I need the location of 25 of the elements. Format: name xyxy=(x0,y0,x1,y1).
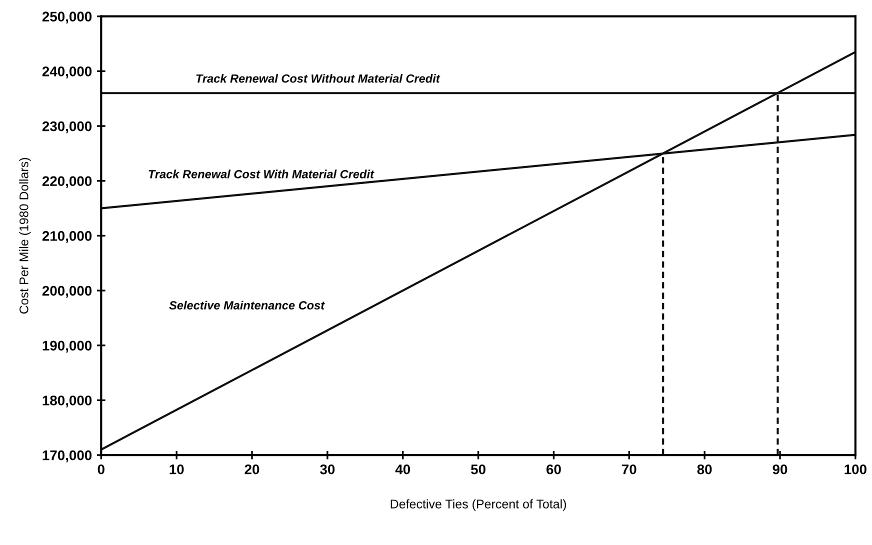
y-tick-label: 180,000 xyxy=(42,396,92,408)
x-tick-label: 60 xyxy=(546,464,561,474)
y-tick-label: 230,000 xyxy=(42,121,92,134)
x-tick-label: 50 xyxy=(470,464,486,474)
x-tick-label: 30 xyxy=(320,464,335,474)
annotation: Track Renewal Cost With Material Credit xyxy=(148,170,374,178)
y-tick-label: 240,000 xyxy=(42,66,92,78)
x-tick-label: 80 xyxy=(697,464,712,474)
annotation: Selective Maintenance Cost xyxy=(169,300,325,310)
y-axis-title: Cost Per Mile (1980 Dollars) xyxy=(19,158,31,314)
x-tick-label: 100 xyxy=(844,464,866,474)
x-tick-label: 90 xyxy=(772,464,788,474)
x-tick-label: 0 xyxy=(98,464,104,474)
y-tick-label: 190,000 xyxy=(42,340,92,353)
y-tick-label: 220,000 xyxy=(42,176,92,188)
y-tick-label: 250,000 xyxy=(42,12,92,24)
x-tick-label: 10 xyxy=(170,464,184,474)
y-tick-label: 210,000 xyxy=(42,231,92,243)
x-tick-label: 40 xyxy=(395,464,410,474)
x-tick-label: 20 xyxy=(244,464,260,474)
annotation: Track Renewal Cost Without Material Credit xyxy=(196,74,440,83)
x-axis-title: Defective Ties (Percent of Total) xyxy=(390,499,566,511)
y-tick-label: 170,000 xyxy=(42,450,92,462)
y-tick-label: 200,000 xyxy=(42,286,92,298)
x-tick-label: 70 xyxy=(622,464,636,474)
